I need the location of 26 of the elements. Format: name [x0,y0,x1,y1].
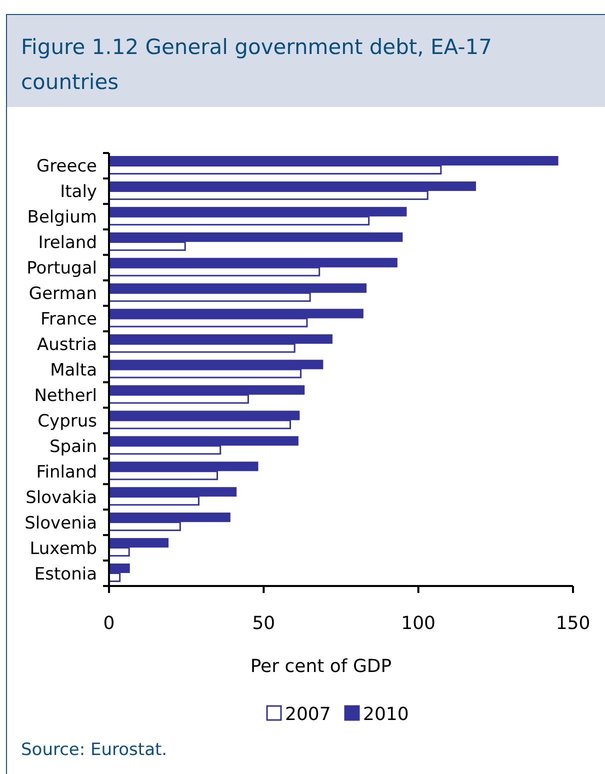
y-tick-label: France [40,310,97,330]
y-tick-label: Luxemb [30,538,97,559]
legend-label: 2010 [363,704,409,725]
x-tick-label: 50 [252,613,276,634]
x-tick-label: 100 [401,613,436,634]
x-tick-label: 150 [556,613,590,634]
y-tick-label: Belgium [27,208,97,228]
y-tick-label: Spain [50,436,97,457]
x-tick-label: 0 [103,613,115,634]
y-tick-label: Slovakia [26,488,97,508]
legend-label: 2007 [285,704,331,725]
y-tick-label: Cyprus [38,411,98,432]
y-tick-label: Netherl [34,386,97,406]
y-tick-label: Austria [36,335,97,356]
y-tick-label: Estonia [34,564,97,584]
chart-title: Figure 1.12 General government debt, EA-17 countries [21,35,492,94]
y-tick-label: Italy [60,182,97,202]
y-tick-label: Finland [36,462,97,482]
source-note: Source: Eurostat. [21,740,168,760]
y-tick-label: Malta [50,360,97,380]
x-axis-title: Per cent of GDP [250,656,392,677]
y-tick-label: Greece [36,156,97,177]
y-tick-label: Slovenia [24,513,97,534]
y-tick-label: Portugal [26,258,97,279]
y-tick-label: Ireland [38,233,97,254]
y-tick-label: German [28,284,97,304]
